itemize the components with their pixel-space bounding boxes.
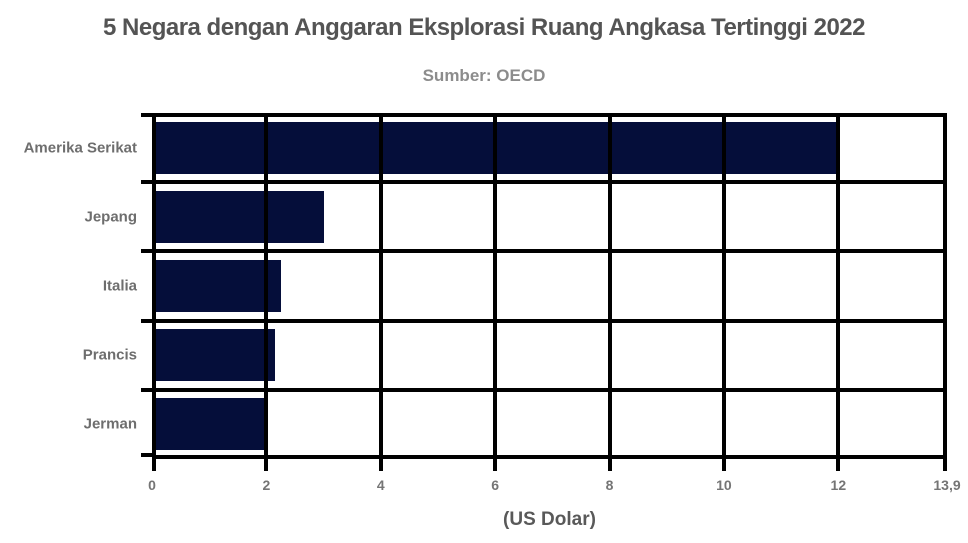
plot-border-right xyxy=(943,113,947,459)
bar-jerman xyxy=(152,398,264,451)
x-tick-label: 6 xyxy=(491,477,500,493)
x-axis-tick xyxy=(721,459,726,471)
category-label-amerika-serikat: Amerika Serikat xyxy=(23,139,137,157)
x-tick-label: 8 xyxy=(605,477,614,493)
y-axis-tick xyxy=(141,387,152,392)
category-label-italia: Italia xyxy=(102,277,137,295)
chart-subtitle: Sumber: OECD xyxy=(422,66,546,85)
x-axis-tick xyxy=(378,459,383,471)
x-axis-tick xyxy=(152,459,156,471)
x-axis-tick xyxy=(836,459,841,471)
row-separator xyxy=(152,318,947,323)
x-axis-tick xyxy=(493,459,498,471)
plot-border-top xyxy=(152,113,947,117)
plot-border-left xyxy=(152,113,156,459)
plot-area xyxy=(141,113,947,471)
row-separator xyxy=(152,387,947,392)
x-tick-label: 2 xyxy=(262,477,271,493)
x-axis-tick xyxy=(943,459,947,471)
x-axis-title: (US Dolar) xyxy=(503,509,596,530)
row-separator xyxy=(152,249,947,254)
gridline-x-6 xyxy=(493,113,498,459)
category-label-jerman: Jerman xyxy=(83,415,137,433)
gridline-x-12 xyxy=(836,113,841,459)
gridline-x-10 xyxy=(721,113,726,459)
y-axis-tick xyxy=(141,113,152,117)
x-tick-label: 12 xyxy=(830,477,847,493)
bar-prancis xyxy=(152,329,275,382)
gridline-x-2 xyxy=(264,113,269,459)
chart-title: 5 Negara dengan Anggaran Eksplorasi Ruan… xyxy=(103,14,866,41)
row-separator xyxy=(152,180,947,185)
y-axis-tick xyxy=(141,453,152,457)
gridline-x-4 xyxy=(378,113,383,459)
y-axis-tick xyxy=(141,249,152,254)
x-axis-tick xyxy=(607,459,612,471)
gridline-x-8 xyxy=(607,113,612,459)
x-tick-label: 0 xyxy=(148,477,156,493)
y-axis-tick xyxy=(141,318,152,323)
y-axis-tick xyxy=(141,180,152,185)
x-tick-label: 13,9 xyxy=(933,477,961,493)
plot-border-bottom xyxy=(152,455,947,459)
category-label-jepang: Jepang xyxy=(84,208,137,226)
x-tick-label: 10 xyxy=(716,477,732,493)
bar-italia xyxy=(152,260,281,312)
x-axis-tick xyxy=(264,459,269,471)
category-label-prancis: Prancis xyxy=(82,346,137,364)
x-tick-label: 4 xyxy=(376,477,385,493)
bar-jepang xyxy=(152,190,324,243)
